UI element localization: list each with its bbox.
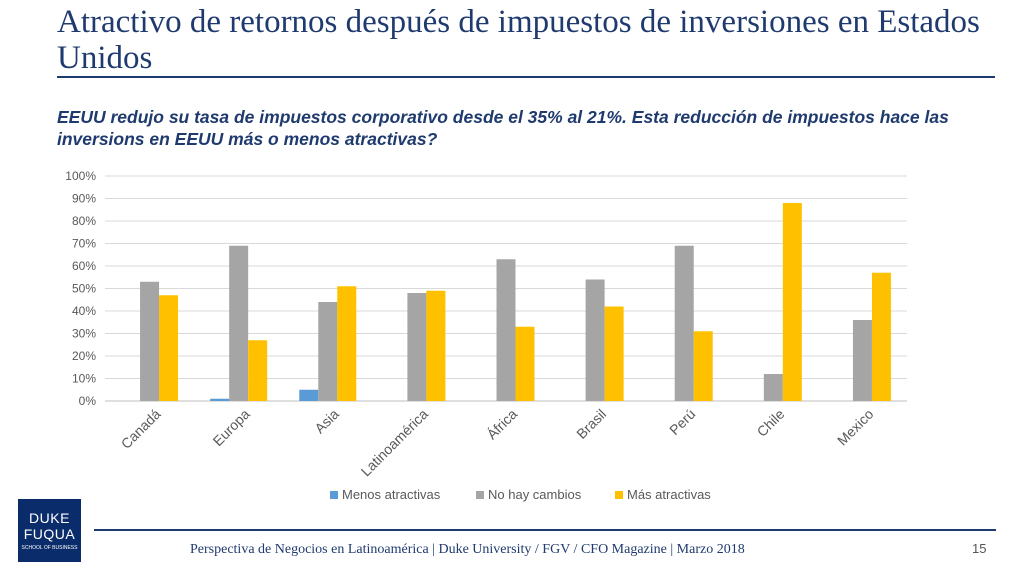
bar [426, 290, 446, 401]
legend-label: No hay cambios [488, 487, 582, 502]
x-tick-label: Europa [210, 406, 253, 449]
x-tick-label: Asia [311, 406, 342, 437]
bar [248, 340, 268, 401]
logo-line-3: SCHOOL OF BUSINESS [21, 545, 78, 551]
bar [852, 320, 872, 401]
slide-title: Atractivo de retornos después de impuest… [57, 4, 980, 76]
bar [140, 281, 160, 401]
bar [604, 306, 624, 401]
slide-subtitle: EEUU redujo su tasa de impuestos corpora… [57, 107, 949, 149]
bar [299, 389, 319, 401]
y-tick-label: 60% [72, 259, 96, 273]
bar [585, 279, 605, 401]
footer-text: Perspectiva de Negocios en Latinoamérica… [190, 542, 745, 557]
bar [763, 374, 783, 401]
bar [674, 245, 694, 401]
bar [229, 245, 249, 401]
y-tick-label: 90% [72, 192, 96, 206]
x-tick-label: Canadá [118, 406, 164, 452]
bar [496, 259, 516, 401]
x-tick-label: Mexico [834, 406, 877, 449]
y-tick-label: 10% [72, 372, 96, 386]
bar [871, 272, 891, 401]
y-tick-label: 50% [72, 282, 96, 296]
duke-fuqua-logo: DUKE FUQUA SCHOOL OF BUSINESS [18, 499, 81, 562]
y-tick-label: 20% [72, 349, 96, 363]
bar [210, 398, 230, 401]
bar [407, 293, 427, 401]
x-tick-label: Latinoamérica [358, 406, 432, 480]
title-divider [57, 76, 995, 78]
x-tick-label: Perú [666, 406, 698, 438]
logo-line-2: FUQUA [23, 526, 76, 542]
legend-swatch [615, 491, 623, 499]
footer-divider [94, 529, 996, 531]
y-tick-label: 0% [79, 394, 97, 408]
y-tick-label: 40% [72, 304, 96, 318]
y-tick-label: 80% [72, 214, 96, 228]
bar [337, 286, 357, 401]
bar [515, 326, 535, 401]
x-tick-label: Brasil [573, 406, 609, 442]
legend-label: Menos atractivas [342, 487, 441, 502]
logo-line-1: DUKE [29, 510, 70, 526]
x-tick-label: África [483, 406, 520, 443]
y-tick-label: 30% [72, 327, 96, 341]
y-tick-label: 100% [65, 169, 96, 183]
bar [318, 302, 338, 401]
bar [159, 295, 179, 401]
legend-swatch [476, 491, 484, 499]
legend-swatch [330, 491, 338, 499]
bar [782, 203, 802, 401]
y-tick-label: 70% [72, 237, 96, 251]
bar [693, 331, 713, 401]
x-tick-label: Chile [754, 406, 788, 440]
page-number: 15 [972, 541, 987, 556]
legend-label: Más atractivas [627, 487, 711, 502]
